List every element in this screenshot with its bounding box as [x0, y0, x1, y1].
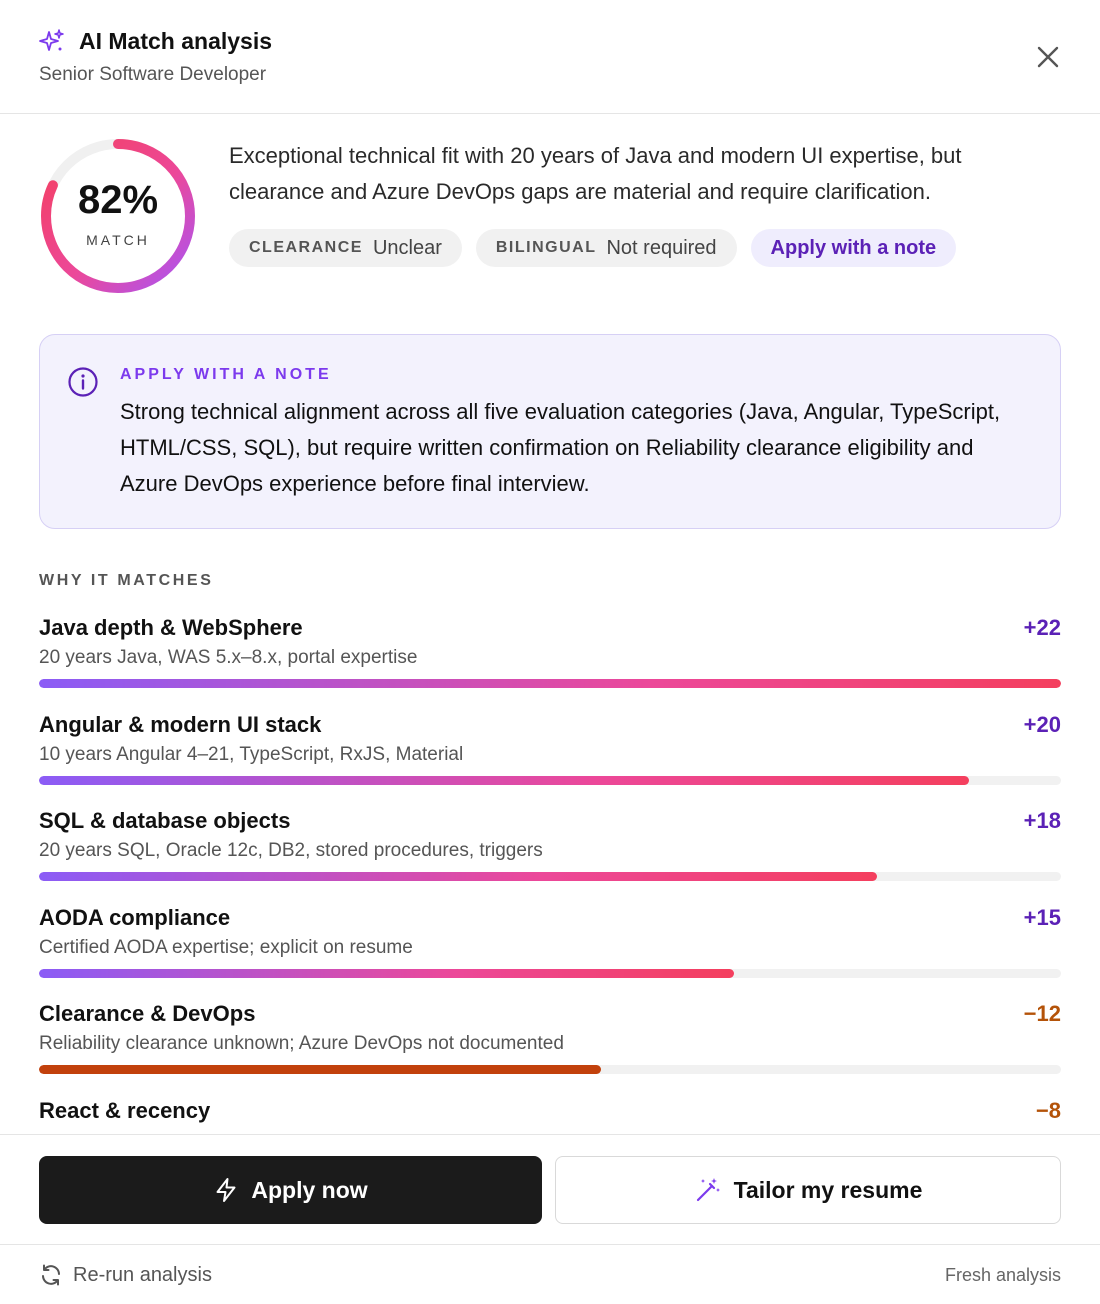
match-percent: 82% — [77, 178, 159, 222]
magic-wand-icon — [696, 1178, 720, 1202]
apply-now-label: Apply now — [251, 1176, 368, 1203]
match-bar-fill — [39, 679, 1061, 688]
match-item: Angular & modern UI stack 10 years Angul… — [39, 712, 1061, 792]
bilingual-chip: BILINGUAL Not required — [475, 229, 737, 267]
note-label: APPLY WITH A NOTE — [120, 366, 332, 383]
chip-key: BILINGUAL — [495, 239, 597, 256]
match-score-ring: 82% MATCH — [38, 136, 198, 296]
match-score: +22 — [1023, 615, 1061, 640]
chip-key: CLEARANCE — [249, 239, 363, 256]
match-title: AODA compliance — [39, 905, 231, 930]
matches-heading: WHY IT MATCHES — [39, 572, 214, 589]
match-title: Angular & modern UI stack — [39, 712, 322, 737]
clearance-chip: CLEARANCE Unclear — [229, 229, 462, 267]
match-bar-fill — [39, 1065, 602, 1074]
match-bar-track — [39, 1065, 1061, 1074]
match-bar-track — [39, 872, 1061, 881]
match-score: −8 — [1035, 1098, 1061, 1123]
chip-value: Not required — [606, 236, 717, 259]
action-bar: Apply now Tailor my resume — [0, 1134, 1100, 1244]
match-summary: Exceptional technical fit with 20 years … — [229, 143, 962, 204]
match-bar-fill — [39, 969, 734, 978]
sparkle-icon — [39, 29, 64, 51]
modal-footer: Re-run analysis Fresh analysis — [0, 1244, 1100, 1304]
match-label: MATCH — [86, 232, 150, 248]
match-description: 10 years Angular 4–21, TypeScript, RxJS,… — [39, 744, 464, 765]
match-title: Clearance & DevOps — [39, 1001, 256, 1026]
match-description: Reliability clearance unknown; Azure Dev… — [39, 1033, 564, 1054]
tailor-resume-button[interactable]: Tailor my resume — [555, 1156, 1061, 1224]
match-score: +18 — [1023, 808, 1061, 833]
tailor-resume-label: Tailor my resume — [733, 1176, 923, 1203]
match-item: Clearance & DevOps Reliability clearance… — [39, 1001, 1061, 1081]
match-title: SQL & database objects — [39, 808, 291, 833]
match-score: +20 — [1023, 712, 1061, 737]
match-bar-track — [39, 969, 1061, 978]
match-title: React & recency — [39, 1098, 211, 1123]
match-bar-fill — [39, 872, 878, 881]
lightning-icon — [216, 1178, 236, 1202]
match-bar-track — [39, 776, 1061, 785]
job-title: Senior Software Developer — [39, 64, 267, 85]
modal-title: AI Match analysis — [79, 28, 273, 54]
rerun-analysis-button[interactable]: Re-run analysis — [39, 1263, 212, 1287]
modal-header: AI Match analysis Senior Software Develo… — [0, 0, 1100, 114]
match-score: −12 — [1023, 1001, 1061, 1026]
score-ring-graphic — [41, 139, 195, 293]
match-description: 20 years Java, WAS 5.x–8.x, portal exper… — [39, 647, 418, 668]
match-score: +15 — [1023, 905, 1061, 930]
attribute-chips: CLEARANCE Unclear BILINGUAL Not required… — [229, 229, 957, 267]
match-bar-fill — [39, 776, 970, 785]
match-bar-track — [39, 679, 1061, 688]
match-description: 20 years SQL, Oracle 12c, DB2, stored pr… — [39, 840, 543, 861]
match-item: AODA compliance Certified AODA expertise… — [39, 905, 1061, 985]
rerun-label: Re-run analysis — [73, 1263, 212, 1286]
analysis-status: Fresh analysis — [944, 1265, 1061, 1285]
match-item: Java depth & WebSphere 20 years Java, WA… — [39, 615, 1061, 695]
recommendation-chip: Apply with a note — [750, 229, 957, 267]
info-icon — [68, 367, 98, 397]
refresh-icon — [42, 1264, 60, 1286]
apply-now-button[interactable]: Apply now — [39, 1156, 542, 1224]
chip-value: Unclear — [372, 236, 442, 259]
note-text: Strong technical alignment across all fi… — [120, 399, 1001, 496]
match-title: Java depth & WebSphere — [39, 615, 303, 640]
score-ring-arc — [41, 139, 195, 293]
recommendation-value: Apply with a note — [770, 236, 937, 259]
close-icon[interactable] — [1032, 41, 1064, 73]
match-description: Certified AODA expertise; explicit on re… — [39, 937, 413, 958]
match-item: SQL & database objects 20 years SQL, Ora… — [39, 808, 1061, 888]
recommendation-note: APPLY WITH A NOTE Strong technical align… — [39, 334, 1061, 529]
